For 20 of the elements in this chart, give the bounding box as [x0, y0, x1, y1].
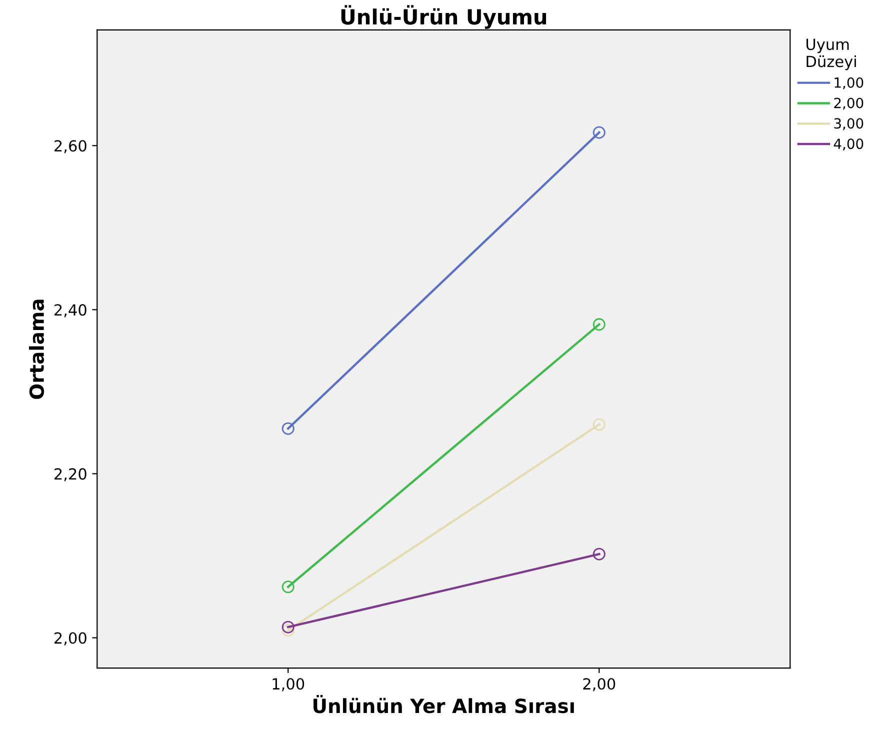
y-tick-label: 2,00: [54, 632, 86, 646]
legend-label: 1,00: [834, 77, 864, 90]
point: [592, 318, 606, 331]
point: [592, 418, 606, 431]
point: [592, 548, 606, 560]
y-tick-label: 2,60: [54, 140, 86, 154]
chart-title: Ünlü-Ürün Uyumu: [341, 5, 546, 29]
x-axis-title: Ünlünün Yer Alma Sırası: [314, 694, 574, 714]
legend-label: 4,00: [834, 138, 864, 150]
point: [282, 580, 294, 594]
y-tick-label: 2,40: [54, 304, 86, 318]
legend-title: Uyum Düzeyi: [806, 38, 856, 70]
point: [592, 126, 606, 139]
y-axis-title: Ortalama: [29, 300, 44, 399]
point: [282, 422, 294, 435]
y-tick-label: 2,20: [54, 468, 86, 482]
legend-label: 2,00: [834, 98, 864, 110]
point: [282, 620, 294, 634]
legend-label: 3,00: [834, 118, 864, 130]
point: [282, 624, 294, 637]
